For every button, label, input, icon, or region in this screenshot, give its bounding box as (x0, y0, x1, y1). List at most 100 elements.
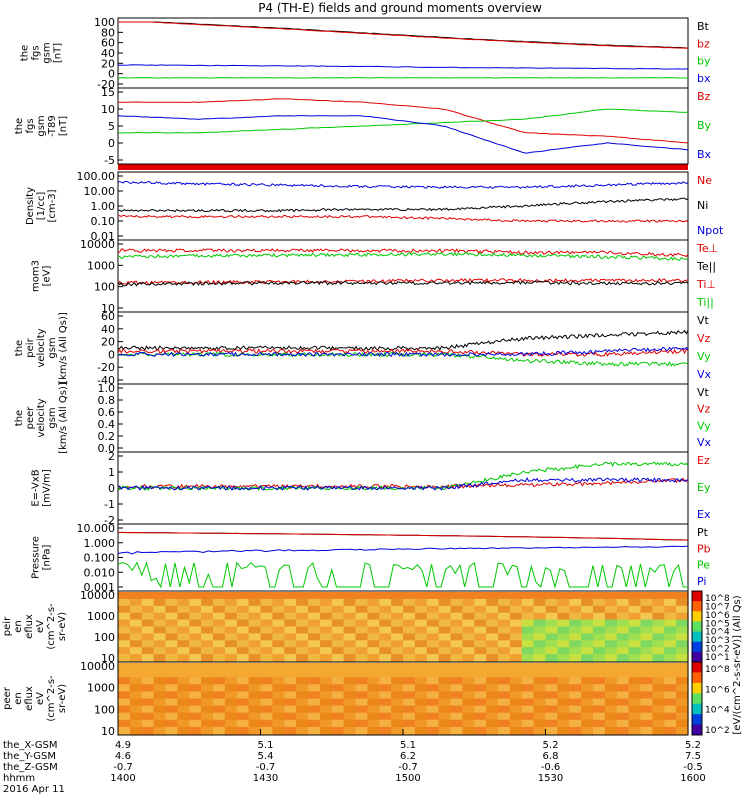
spectrogram-cell (664, 706, 677, 714)
y-tick-label: 10.000 (77, 522, 116, 535)
spectrogram-cell (142, 633, 155, 641)
spectrogram-cell (344, 691, 357, 699)
spectrogram-cell (569, 727, 582, 735)
spectrogram-cell (498, 670, 511, 678)
spectrogram-cell (676, 677, 689, 685)
spectrogram-cell (462, 706, 475, 714)
spectrogram-cell (510, 633, 523, 641)
spectrogram-cell (272, 727, 285, 735)
spectrogram-cell (557, 663, 570, 671)
spectrogram-cell (201, 606, 214, 614)
spectrogram-cell (534, 670, 547, 678)
y-tick-label: 100 (94, 703, 115, 716)
spectrogram-cell (676, 663, 689, 671)
spectrogram-cell (284, 670, 297, 678)
spectrogram-cell (510, 706, 523, 714)
spectrogram-cell (664, 592, 677, 600)
spectrogram-cell (201, 663, 214, 671)
spectrogram-cell (569, 620, 582, 628)
spectrogram-cell (201, 654, 214, 662)
spectrogram-cell (332, 606, 345, 614)
spectrogram-cell (320, 613, 333, 621)
spectrogram-cell (510, 677, 523, 685)
spectrogram-cell (225, 606, 238, 614)
spectrogram-cell (652, 654, 665, 662)
legend-entry: bx (697, 72, 711, 85)
spectrogram-cell (344, 699, 357, 707)
y-tick-label: 10000 (80, 589, 115, 602)
x-row-value: 5.1 (400, 740, 416, 751)
spectrogram-cell (272, 640, 285, 648)
spectrogram-cell (415, 670, 428, 678)
spectrogram-cell (439, 592, 452, 600)
spectrogram-cell (201, 677, 214, 685)
colorbar-tick: 10^4 (705, 706, 730, 716)
spectrogram-cell (629, 706, 642, 714)
y-label-line: [nT] (53, 43, 64, 63)
spectrogram-cell (474, 620, 487, 628)
spectrogram-cell (130, 727, 143, 735)
spectrogram-cell (546, 670, 559, 678)
spectrogram-cell (177, 633, 190, 641)
spectrogram-cell (546, 592, 559, 600)
spectrogram-cell (308, 613, 321, 621)
spectrogram-cell (154, 727, 167, 735)
spectrogram-cell (189, 599, 202, 607)
spectrogram-cell (546, 713, 559, 721)
spectrogram-cell (510, 620, 523, 628)
spectrogram-cell (439, 620, 452, 628)
spectrogram-cell (629, 699, 642, 707)
x-row-value: 5.2 (685, 740, 701, 751)
spectrogram-cell (213, 706, 226, 714)
spectrogram-cell (308, 720, 321, 728)
spectrogram-cell (676, 720, 689, 728)
spectrogram-cell (296, 663, 309, 671)
spectrogram-cell (474, 606, 487, 614)
spectrogram-cell (296, 599, 309, 607)
spectrogram-cell (629, 647, 642, 655)
spectrogram-cell (439, 663, 452, 671)
spectrogram-cell (391, 713, 404, 721)
spectrogram-cell (308, 684, 321, 692)
spectrogram-cell (605, 706, 618, 714)
y-label-line: en (13, 620, 24, 633)
spectrogram-cell (391, 633, 404, 641)
spectrogram-cell (391, 727, 404, 735)
spectrogram-cell (652, 627, 665, 635)
spectrogram-cell (356, 720, 369, 728)
spectrogram-cell (676, 727, 689, 735)
spectrogram-cell (462, 633, 475, 641)
spectrogram-cell (237, 606, 250, 614)
spectrogram-cell (403, 654, 416, 662)
spectrogram-cell (118, 627, 131, 635)
spectrogram-cell (451, 620, 464, 628)
spectrogram-cell (498, 727, 511, 735)
x-row-value: 5.1 (258, 740, 274, 751)
spectrogram-cell (249, 654, 262, 662)
spectrogram-cell (546, 613, 559, 621)
legend-entry: Vt (697, 386, 710, 399)
spectrogram-cell (486, 670, 499, 678)
spectrogram-cell (379, 713, 392, 721)
spectrogram-cell (462, 592, 475, 600)
spectrogram-cell (569, 677, 582, 685)
spectrogram-cell (391, 684, 404, 692)
spectrogram-cell (213, 713, 226, 721)
spectrogram-cell (581, 713, 594, 721)
spectrogram-cell (451, 599, 464, 607)
spectrogram-cell (557, 720, 570, 728)
spectrogram-cell (534, 713, 547, 721)
spectrogram-cell (652, 620, 665, 628)
spectrogram-cell (474, 592, 487, 600)
spectrogram-cell (249, 713, 262, 721)
spectrogram-cell (391, 663, 404, 671)
spectrogram-cell (213, 620, 226, 628)
spectrogram-cell (320, 640, 333, 648)
y-label-line: (cm^2-s- (46, 603, 57, 650)
spectrogram-cell (308, 670, 321, 678)
spectrogram-cell (617, 713, 630, 721)
spectrogram-cell (344, 599, 357, 607)
spectrogram-cell (308, 706, 321, 714)
spectrogram-cell (130, 640, 143, 648)
spectrogram-cell (451, 633, 464, 641)
